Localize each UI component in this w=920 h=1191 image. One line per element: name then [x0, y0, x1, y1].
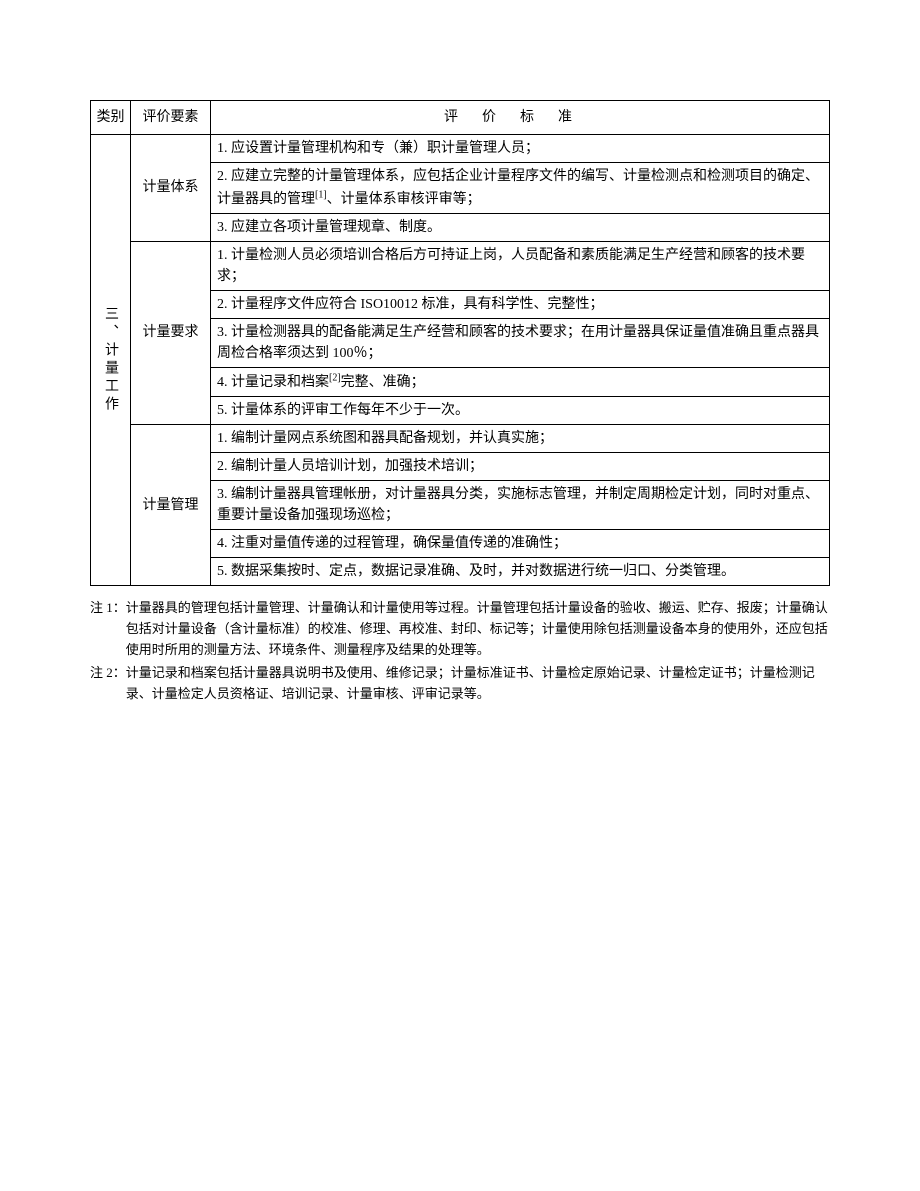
standard-item: 3. 编制计量器具管理帐册，对计量器具分类，实施标志管理，并制定周期检定计划，同… — [211, 481, 830, 530]
evaluation-table: 类别 评价要素 评价标准 三、计量工作 计量体系 1. 应设置计量管理机构和专（… — [90, 100, 830, 586]
notes-section: 注 1： 计量器具的管理包括计量管理、计量确认和计量使用等过程。计量管理包括计量… — [90, 598, 830, 704]
element-cell-0: 计量体系 — [131, 135, 211, 242]
standard-item: 5. 数据采集按时、定点，数据记录准确、及时，并对数据进行统一归口、分类管理。 — [211, 558, 830, 586]
standard-item: 5. 计量体系的评审工作每年不少于一次。 — [211, 397, 830, 425]
standard-item: 4. 注重对量值传递的过程管理，确保量值传递的准确性； — [211, 530, 830, 558]
standard-item: 1. 应设置计量管理机构和专（兼）职计量管理人员； — [211, 135, 830, 163]
note-text: 计量器具的管理包括计量管理、计量确认和计量使用等过程。计量管理包括计量设备的验收… — [126, 598, 830, 660]
note-text: 计量记录和档案包括计量器具说明书及使用、维修记录；计量标准证书、计量检定原始记录… — [126, 663, 830, 705]
note-label: 注 1： — [90, 598, 126, 660]
element-cell-1: 计量要求 — [131, 241, 211, 425]
standard-item: 2. 编制计量人员培训计划，加强技术培训； — [211, 453, 830, 481]
standard-item: 4. 计量记录和档案[2]完整、准确； — [211, 367, 830, 397]
standard-item: 2. 计量程序文件应符合 ISO10012 标准，具有科学性、完整性； — [211, 290, 830, 318]
standard-item: 2. 应建立完整的计量管理体系，应包括企业计量程序文件的编写、计量检测点和检测项… — [211, 163, 830, 214]
note-label: 注 2： — [90, 663, 126, 705]
header-standard: 评价标准 — [211, 101, 830, 135]
category-cell: 三、计量工作 — [91, 135, 131, 586]
standard-item: 3. 应建立各项计量管理规章、制度。 — [211, 213, 830, 241]
standard-item: 1. 计量检测人员必须培训合格后方可持证上岗，人员配备和素质能满足生产经营和顾客… — [211, 241, 830, 290]
standard-item: 1. 编制计量网点系统图和器具配备规划，并认真实施； — [211, 425, 830, 453]
note-item: 注 1： 计量器具的管理包括计量管理、计量确认和计量使用等过程。计量管理包括计量… — [90, 598, 830, 660]
header-element: 评价要素 — [131, 101, 211, 135]
note-item: 注 2： 计量记录和档案包括计量器具说明书及使用、维修记录；计量标准证书、计量检… — [90, 663, 830, 705]
header-category: 类别 — [91, 101, 131, 135]
element-cell-2: 计量管理 — [131, 425, 211, 586]
standard-item: 3. 计量检测器具的配备能满足生产经营和顾客的技术要求；在用计量器具保证量值准确… — [211, 318, 830, 367]
